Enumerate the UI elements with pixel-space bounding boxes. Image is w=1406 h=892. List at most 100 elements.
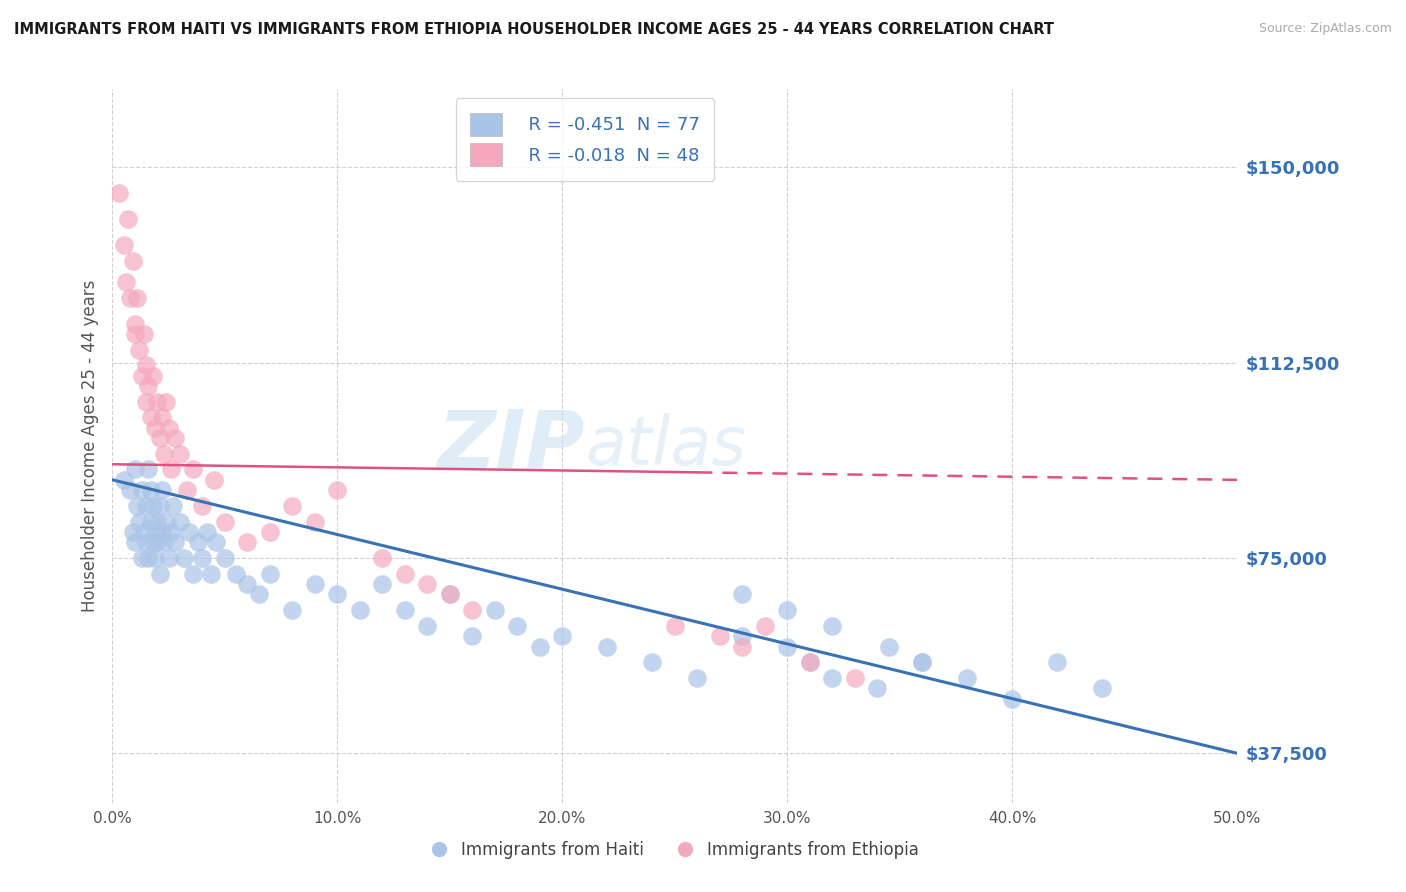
Text: ZIP: ZIP [437, 407, 585, 485]
Point [139, 483, 162, 498]
Point [153, 447, 176, 461]
Point [439, 587, 461, 601]
Point [135, 535, 157, 549]
Point [776, 603, 799, 617]
Point [281, 499, 304, 513]
Point [259, 524, 281, 539]
Point [461, 629, 484, 643]
Point [131, 483, 153, 498]
Point [165, 431, 187, 445]
Point [138, 379, 160, 393]
Point [120, 483, 142, 498]
Point [121, 254, 143, 268]
Point [128, 343, 150, 357]
Point [139, 410, 162, 425]
Point [844, 671, 866, 685]
Point [200, 566, 222, 581]
Text: Source: ZipAtlas.com: Source: ZipAtlas.com [1258, 22, 1392, 36]
Point [165, 535, 187, 549]
Point [138, 551, 160, 566]
Point [128, 515, 150, 529]
Point [108, 186, 131, 201]
Point [177, 524, 200, 539]
Point [371, 577, 394, 591]
Point [236, 577, 259, 591]
Point [731, 587, 754, 601]
Point [349, 603, 371, 617]
Point [139, 515, 162, 529]
Point [596, 640, 619, 654]
Point [115, 275, 138, 289]
Point [112, 473, 135, 487]
Point [731, 640, 754, 654]
Point [142, 499, 165, 513]
Point [911, 655, 934, 669]
Point [132, 524, 155, 539]
Point [529, 640, 551, 654]
Point [416, 618, 439, 632]
Point [157, 551, 180, 566]
Point [439, 587, 461, 601]
Point [135, 499, 157, 513]
Point [664, 618, 686, 632]
Point [160, 524, 183, 539]
Point [259, 566, 281, 581]
Point [911, 655, 934, 669]
Point [304, 577, 326, 591]
Point [121, 524, 143, 539]
Point [225, 566, 247, 581]
Point [754, 618, 776, 632]
Point [173, 551, 195, 566]
Point [1046, 655, 1069, 669]
Point [709, 629, 731, 643]
Point [416, 577, 439, 591]
Point [394, 566, 416, 581]
Point [236, 535, 259, 549]
Point [176, 483, 198, 498]
Point [146, 535, 169, 549]
Point [191, 499, 214, 513]
Point [551, 629, 574, 643]
Point [142, 535, 165, 549]
Point [124, 326, 146, 341]
Point [195, 524, 218, 539]
Point [821, 618, 844, 632]
Point [866, 681, 889, 696]
Point [461, 603, 484, 617]
Point [169, 447, 191, 461]
Point [143, 551, 166, 566]
Point [191, 551, 214, 566]
Point [143, 421, 166, 435]
Point [124, 535, 146, 549]
Legend: Immigrants from Haiti, Immigrants from Ethiopia: Immigrants from Haiti, Immigrants from E… [425, 835, 925, 866]
Point [731, 629, 754, 643]
Point [214, 551, 236, 566]
Point [127, 499, 149, 513]
Point [146, 394, 169, 409]
Point [132, 326, 155, 341]
Point [155, 515, 177, 529]
Point [112, 238, 135, 252]
Point [484, 603, 506, 617]
Y-axis label: Householder Income Ages 25 - 44 years: Householder Income Ages 25 - 44 years [80, 280, 98, 612]
Point [169, 515, 191, 529]
Point [146, 515, 169, 529]
Point [117, 212, 139, 227]
Point [162, 499, 184, 513]
Point [183, 566, 205, 581]
Point [214, 515, 236, 529]
Point [124, 462, 146, 476]
Point [157, 421, 180, 435]
Point [150, 483, 173, 498]
Point [394, 603, 416, 617]
Point [326, 587, 349, 601]
Point [149, 431, 172, 445]
Point [150, 524, 173, 539]
Point [776, 640, 799, 654]
Point [641, 655, 664, 669]
Point [247, 587, 270, 601]
Point [131, 551, 153, 566]
Point [686, 671, 709, 685]
Point [799, 655, 821, 669]
Text: IMMIGRANTS FROM HAITI VS IMMIGRANTS FROM ETHIOPIA HOUSEHOLDER INCOME AGES 25 - 4: IMMIGRANTS FROM HAITI VS IMMIGRANTS FROM… [14, 22, 1054, 37]
